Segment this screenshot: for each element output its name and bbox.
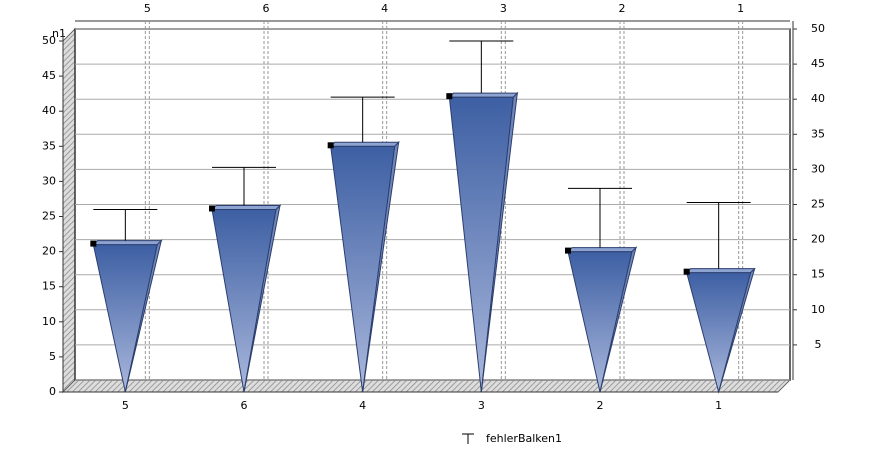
- x-tick-label: 6: [241, 399, 248, 412]
- y-tick-label: 25: [42, 210, 56, 223]
- x2-tick-label: 6: [263, 2, 270, 15]
- bar: [330, 145, 396, 393]
- y2-tick-label: 50: [811, 22, 825, 35]
- bar-top: [566, 247, 638, 253]
- y-tick-label: 40: [42, 104, 56, 117]
- y-tick-label: 35: [42, 139, 56, 152]
- bar-side: [124, 238, 163, 393]
- marker: [565, 247, 571, 254]
- x-tick-label: 4: [359, 399, 366, 412]
- x2-tick-label: 1: [737, 2, 744, 15]
- bar: [686, 272, 752, 394]
- y-tick-label: 10: [42, 315, 56, 328]
- y2-tick-label: 45: [811, 57, 825, 70]
- left-wall: [62, 27, 76, 394]
- bar-top: [210, 204, 282, 210]
- bar-side: [480, 91, 519, 393]
- bar-top: [685, 268, 756, 274]
- x-tick-label: 3: [478, 399, 485, 412]
- y2-tick-label: 25: [811, 198, 825, 211]
- bar-side: [718, 268, 756, 393]
- y2-tick-label: 5: [815, 338, 822, 351]
- legend-label: fehlerBalken1: [486, 432, 562, 445]
- bar-top: [92, 240, 163, 246]
- marker: [90, 240, 97, 247]
- y-tick-label: 50: [42, 34, 56, 47]
- x-tick-label: 5: [122, 399, 129, 412]
- bar-side: [599, 245, 637, 393]
- x2-tick-label: 4: [381, 2, 388, 15]
- y-tick-label: 5: [49, 350, 56, 363]
- bar-top: [448, 92, 519, 98]
- x2-tick-label: 3: [500, 2, 507, 15]
- y2-tick-label: 15: [811, 268, 825, 281]
- y2-tick-label: 20: [811, 233, 825, 246]
- bar: [211, 208, 277, 393]
- y2-tick-label: 40: [811, 92, 825, 105]
- marker: [327, 142, 334, 149]
- marker: [446, 93, 453, 100]
- bar: [567, 251, 633, 393]
- bar: [448, 96, 514, 393]
- y-tick-label: 30: [42, 174, 56, 187]
- bar-side: [243, 203, 281, 393]
- marker: [209, 205, 215, 212]
- y-axis-label: n1: [52, 27, 66, 40]
- y-tick-label: 0: [49, 385, 56, 398]
- bar: [92, 244, 158, 393]
- x2-tick-label: 2: [619, 2, 626, 15]
- bar-top: [329, 141, 400, 147]
- x2-tick-label: 5: [144, 2, 151, 15]
- y-tick-label: 15: [42, 280, 56, 293]
- floor: [61, 379, 792, 393]
- x-tick-label: 1: [715, 399, 722, 412]
- marker: [683, 268, 690, 275]
- y2-tick-label: 30: [811, 162, 825, 175]
- x-tick-label: 2: [597, 399, 604, 412]
- bar-side: [362, 140, 400, 393]
- y2-tick-label: 35: [811, 127, 825, 140]
- y-tick-label: 45: [42, 69, 56, 82]
- y2-tick-label: 10: [811, 303, 825, 316]
- y-tick-label: 20: [42, 245, 56, 258]
